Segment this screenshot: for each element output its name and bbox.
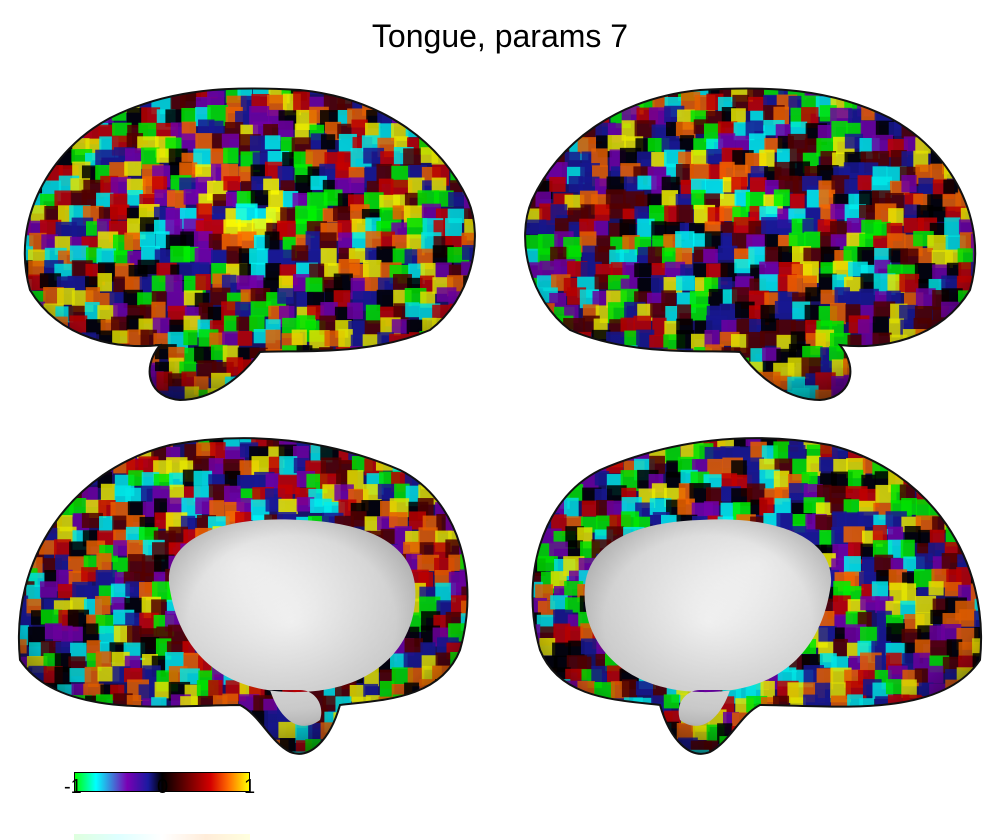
colorbar (74, 772, 250, 792)
right-medial-view (531, 437, 983, 755)
figure-title: Tongue, params 7 (371, 18, 629, 54)
colorbar-tick-min: -1 (64, 776, 82, 798)
colorbar-tick-max: 1 (244, 776, 256, 798)
left-lateral-view (23, 87, 476, 402)
colorbar-reflection (74, 834, 250, 840)
colorbar-tick-zero: 0 (157, 776, 169, 798)
left-medial-view (17, 437, 469, 755)
right-lateral-view (524, 87, 977, 402)
